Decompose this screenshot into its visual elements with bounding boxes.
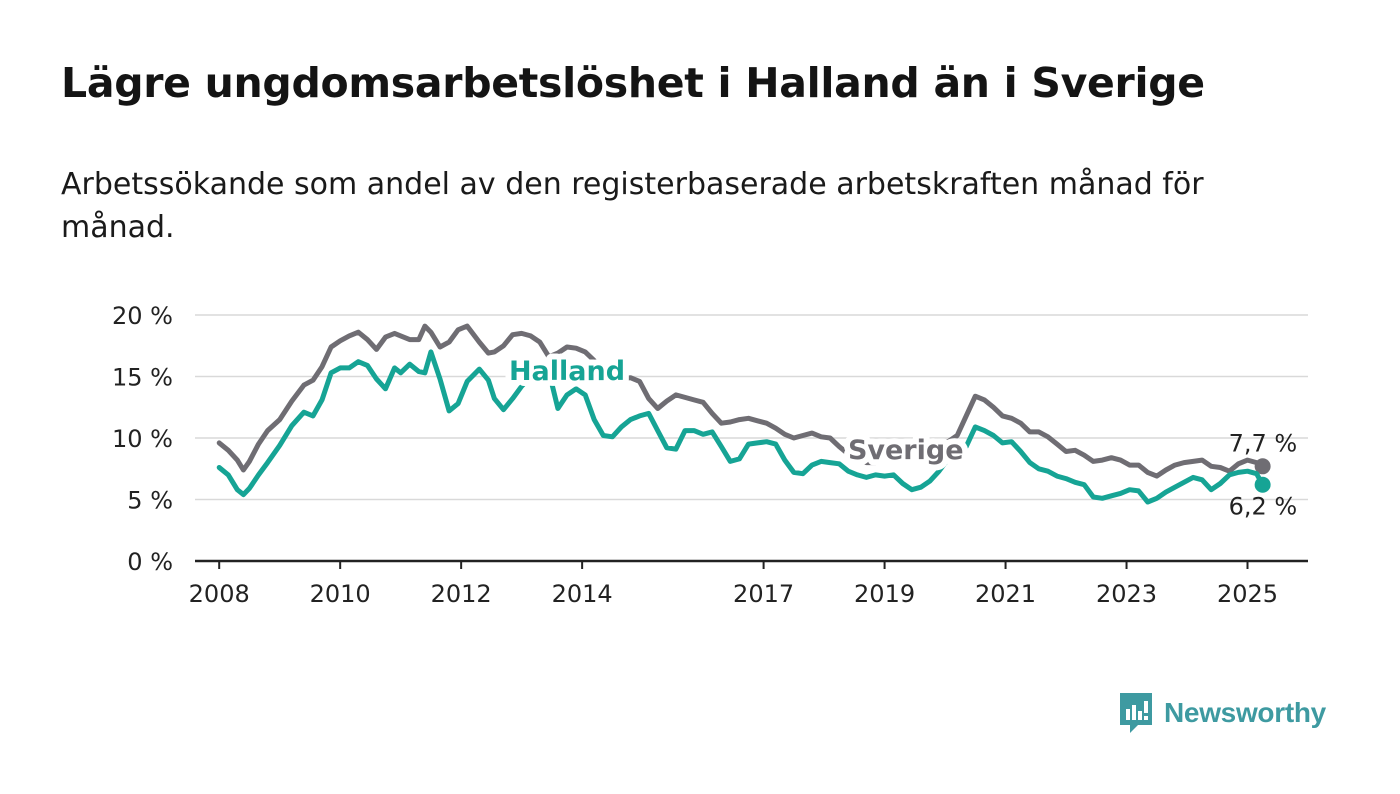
series-label-halo: Sverige xyxy=(848,435,964,466)
end-point-sverige xyxy=(1254,458,1271,475)
end-point-halland xyxy=(1254,476,1271,493)
y-tick-label: 0 % xyxy=(127,548,173,576)
y-tick-label: 15 % xyxy=(112,364,173,392)
series-label-halo: Halland xyxy=(509,356,625,387)
x-tick-label: 2012 xyxy=(431,580,492,608)
series-line-sverige xyxy=(216,323,1266,479)
line-chart: 0 %5 %10 %15 %20 % 2008 2010 2012 2014 2017 2… xyxy=(112,302,1308,608)
x-tick-label: 2021 xyxy=(975,580,1036,608)
series-line-halland xyxy=(216,349,1266,505)
x-tick-label: 2008 xyxy=(189,580,250,608)
y-tick-label: 5 % xyxy=(127,487,173,515)
series-lines xyxy=(216,323,1271,505)
x-axis-tick-labels: 2008 2010 2012 2014 2017 2019 2021 2023 2025 xyxy=(189,561,1278,608)
x-tick-label: 2014 xyxy=(552,580,613,608)
gridlines xyxy=(195,314,1308,501)
x-tick-label: 2017 xyxy=(733,580,794,608)
y-axis-tick-labels: 0 % 5 % 10 % 15 % 20 % xyxy=(112,302,173,576)
newsworthy-logo-icon xyxy=(1120,693,1152,733)
y-tick-label: 20 % xyxy=(112,302,173,330)
end-value-label-halland: 6,2 % xyxy=(1229,493,1298,521)
chart-title: Lägre ungdomsarbetslöshet i Halland än i… xyxy=(61,59,1205,107)
series-label-sverige: Sverige xyxy=(848,435,964,466)
y-tick-label: 10 % xyxy=(112,425,173,453)
x-tick-label: 2019 xyxy=(854,580,915,608)
chart-subtitle: Arbetssökande som andel av den registerb… xyxy=(61,167,1204,245)
x-tick-label: 2025 xyxy=(1217,580,1278,608)
brand-name: Newsworthy xyxy=(1164,697,1326,728)
brand-logo: Newsworthy xyxy=(1118,690,1326,736)
series-label-halland: Halland xyxy=(509,356,625,387)
x-tick-label: 2023 xyxy=(1096,580,1157,608)
end-value-label-sverige: 7,7 % xyxy=(1229,429,1298,457)
x-tick-label: 2010 xyxy=(310,580,371,608)
